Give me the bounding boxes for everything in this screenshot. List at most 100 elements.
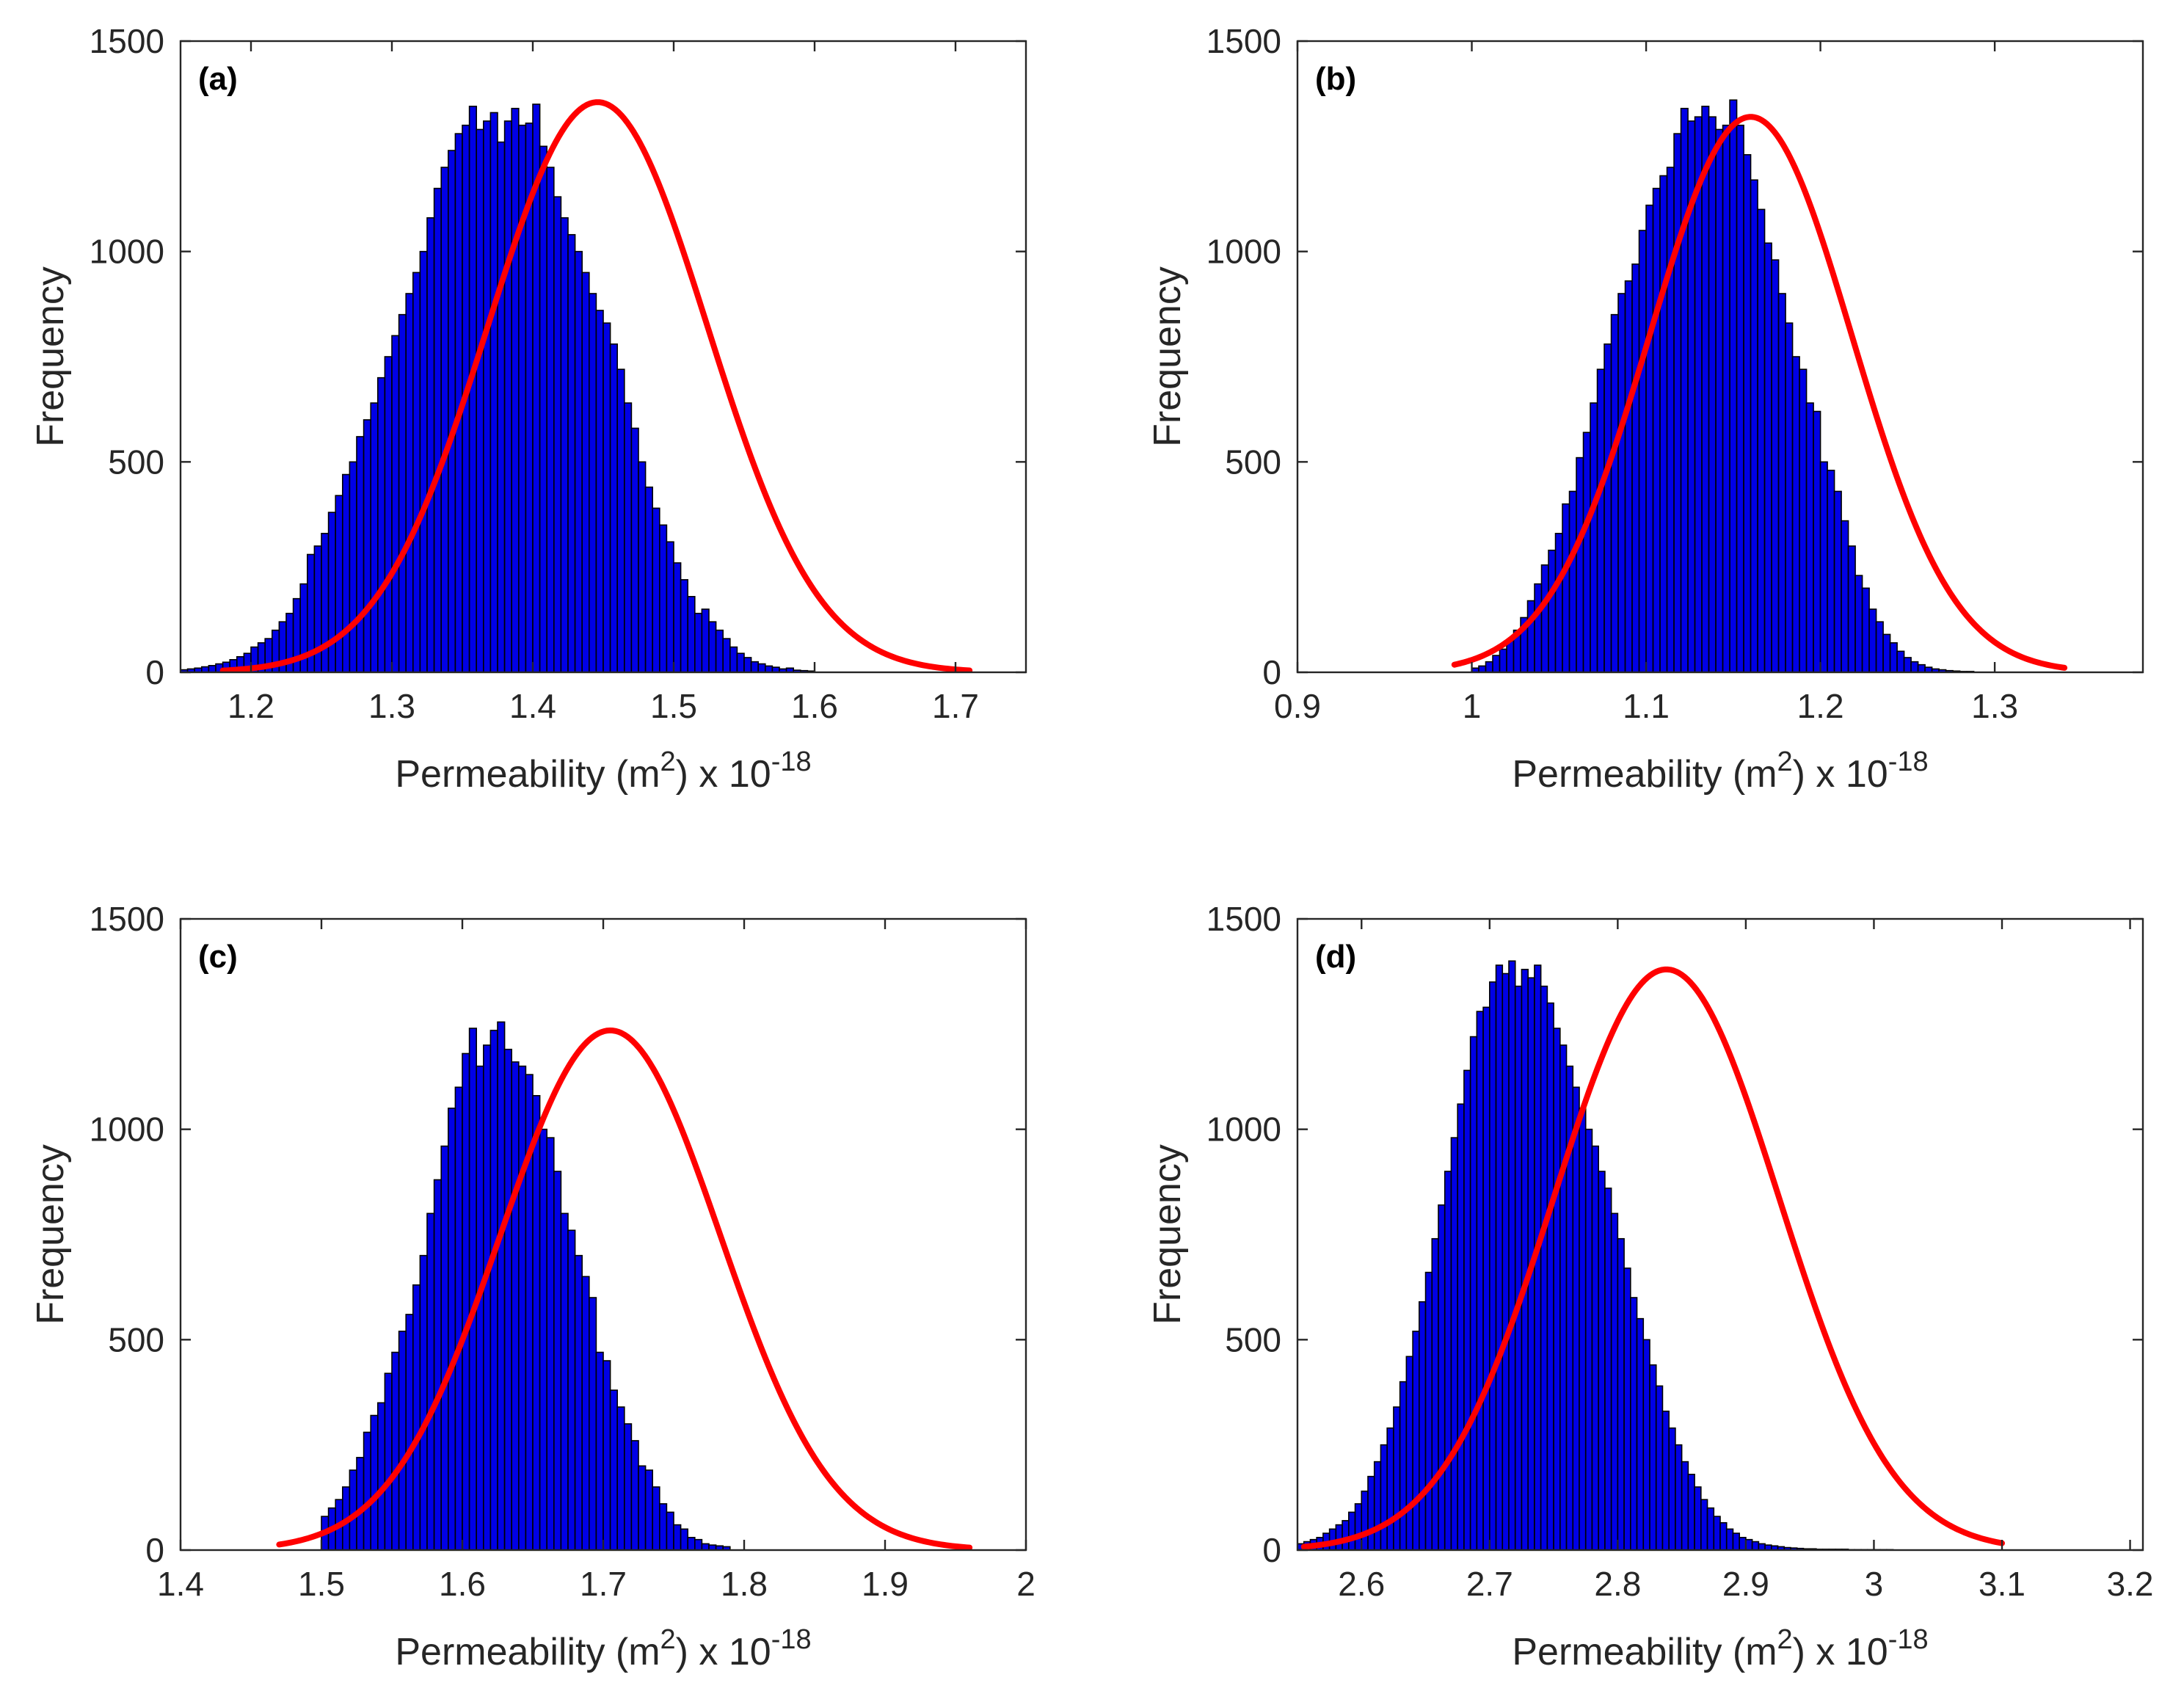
histogram-bar (1750, 179, 1758, 672)
histogram-bar (609, 343, 618, 672)
histogram-bar (1506, 640, 1515, 672)
histogram-bar (1492, 655, 1501, 672)
histogram-bar (1732, 1532, 1740, 1550)
subplot-d-x-axis-label: Permeability (m2) x 10-18 (1512, 1624, 1928, 1673)
histogram-bar (447, 150, 456, 672)
histogram-bar (335, 495, 343, 672)
subplot-a-axes-box (179, 40, 1027, 674)
histogram-bar (1514, 985, 1523, 1550)
histogram-bar (482, 1044, 492, 1550)
histogram-bar (1743, 154, 1752, 672)
histogram-bar (398, 313, 407, 672)
histogram-bar (426, 217, 435, 672)
histogram-bar (694, 612, 703, 672)
histogram-bar (1713, 1516, 1721, 1550)
histogram-bar (370, 1414, 379, 1550)
histogram-bar (1841, 520, 1849, 672)
histogram-bar (1463, 1069, 1471, 1550)
histogram-bar (1868, 608, 1877, 672)
histogram-bar (511, 107, 520, 672)
histogram-bar (1582, 432, 1591, 672)
y-tick-label: 0 (145, 1531, 164, 1569)
histogram-bar (581, 272, 590, 672)
histogram-bar (560, 1212, 569, 1550)
histogram-bar (356, 1457, 365, 1550)
histogram-bar (574, 250, 583, 672)
histogram-bar (687, 595, 696, 672)
histogram-bar (750, 661, 759, 672)
x-tick-label: 1.3 (1971, 687, 2018, 725)
x-tick-label: 1.6 (791, 687, 838, 725)
subplot-c-histogram (321, 1021, 731, 1550)
x-tick-label: 1.5 (298, 1565, 345, 1603)
histogram-bar (1579, 1108, 1587, 1550)
y-tick-label: 1000 (90, 1110, 164, 1149)
subplot-c-x-axis-label: Permeability (m2) x 10-18 (395, 1624, 811, 1673)
histogram-bar (1596, 368, 1605, 672)
histogram-bar (1335, 1524, 1343, 1550)
histogram-bar (1457, 1103, 1465, 1550)
histogram-bar (630, 427, 639, 672)
histogram-bar (1799, 368, 1808, 672)
histogram-bar (1757, 208, 1766, 672)
histogram-bar (356, 436, 365, 672)
histogram-bar (539, 145, 547, 672)
histogram-bar (736, 652, 745, 672)
histogram-bar (644, 486, 653, 672)
histogram-bar (1450, 1137, 1458, 1550)
histogram-bar (1624, 280, 1633, 672)
histogram-bar (553, 1171, 562, 1550)
histogram-bar (1623, 1268, 1631, 1550)
histogram-bar (1499, 648, 1507, 672)
histogram-bar (539, 1128, 547, 1550)
histogram-bar (341, 473, 351, 672)
histogram-bar (1751, 1541, 1760, 1550)
histogram-bar (616, 1406, 625, 1550)
histogram-bar (701, 1543, 710, 1550)
histogram-bar (1393, 1406, 1401, 1550)
y-tick-label: 1000 (90, 233, 164, 271)
x-tick-label: 2.9 (1722, 1565, 1769, 1603)
histogram-bar (1687, 1474, 1695, 1550)
histogram-bar (1630, 1297, 1638, 1550)
histogram-bar (1424, 1271, 1433, 1550)
histogram-bar (630, 1440, 639, 1550)
subplot-b-panel-label: (b) (1315, 61, 1356, 97)
x-tick-label: 1.2 (228, 687, 274, 725)
y-tick-label: 1000 (1206, 1110, 1281, 1149)
histogram-bar (1661, 1411, 1670, 1550)
histogram-bar (729, 646, 738, 672)
histogram-bar (1540, 564, 1549, 672)
histogram-bar (623, 1423, 633, 1550)
histogram-bar (757, 663, 766, 672)
histogram-bar (1706, 1507, 1715, 1550)
histogram-bar (666, 1511, 674, 1550)
subplot-c: 1.4 1.5 1.6 1.7 1.8 1.9 2 0 500 1000 1500 Permeabil… (29, 900, 1035, 1673)
histogram-bar (1763, 242, 1772, 672)
histogram-bar (476, 128, 484, 672)
histogram-bar (482, 120, 492, 672)
histogram-bar (1642, 1339, 1650, 1550)
histogram-bar (1694, 1486, 1702, 1550)
histogram-bar (1502, 972, 1510, 1550)
histogram-bar (701, 608, 710, 672)
histogram-bar (1719, 1521, 1728, 1550)
histogram-bar (1652, 187, 1661, 672)
x-tick-label: 2.6 (1338, 1565, 1385, 1603)
histogram-bar (1419, 1301, 1427, 1550)
histogram-bar (1548, 549, 1557, 672)
subplot-c-fit-curve (276, 1027, 973, 1550)
histogram-bar (588, 293, 597, 672)
x-tick-label: 1.4 (157, 1565, 204, 1603)
histogram-bar (1598, 1171, 1606, 1550)
histogram-bar (1469, 1036, 1478, 1550)
histogram-bar (673, 1524, 682, 1550)
histogram-bar (1680, 107, 1689, 672)
histogram-bar (1399, 1381, 1408, 1550)
x-tick-label: 2.7 (1466, 1565, 1513, 1603)
histogram-bar (1572, 1086, 1580, 1550)
histogram-bar (595, 1351, 604, 1550)
subplot-d-fit-curve (1300, 966, 2005, 1550)
histogram-bar (1405, 1356, 1413, 1550)
